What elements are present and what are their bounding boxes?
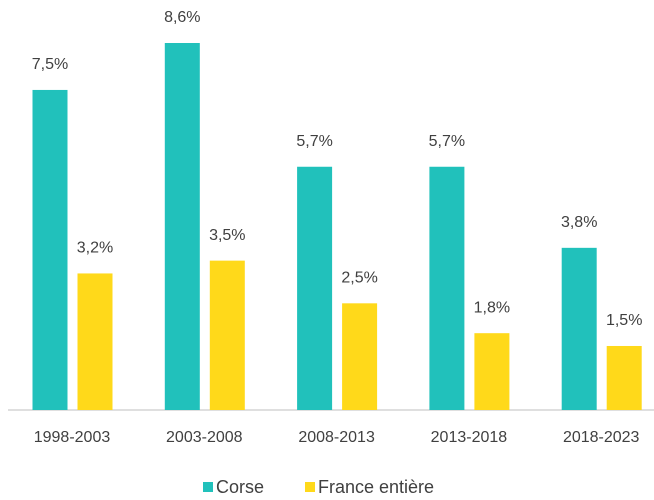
legend-swatch [305,482,315,492]
data-label: 8,6% [164,9,200,26]
bar [429,166,465,410]
x-tick-label: 1998-2003 [34,429,111,446]
legend-swatch [203,482,213,492]
x-tick-label: 2008-2013 [298,429,375,446]
data-label: 3,2% [77,240,113,257]
data-label: 7,5% [32,56,68,73]
data-label: 3,5% [209,227,245,244]
bar [297,166,333,410]
bar [164,43,200,410]
bar [606,345,642,410]
legend-label: France entière [318,477,434,497]
bar [32,89,68,410]
data-label: 5,7% [296,133,332,150]
x-tick-label: 2013-2018 [431,429,508,446]
data-label: 5,7% [429,133,465,150]
bar [561,247,597,410]
x-tick-label: 2018-2023 [563,429,640,446]
data-label: 3,8% [561,214,597,231]
data-label: 1,5% [606,312,642,329]
data-label: 1,8% [474,299,510,316]
bar [342,303,378,410]
bar [474,333,510,410]
bar [209,260,245,410]
x-tick-label: 2003-2008 [166,429,243,446]
data-label: 2,5% [341,270,377,287]
bar [77,273,113,410]
legend-label: Corse [216,477,264,497]
